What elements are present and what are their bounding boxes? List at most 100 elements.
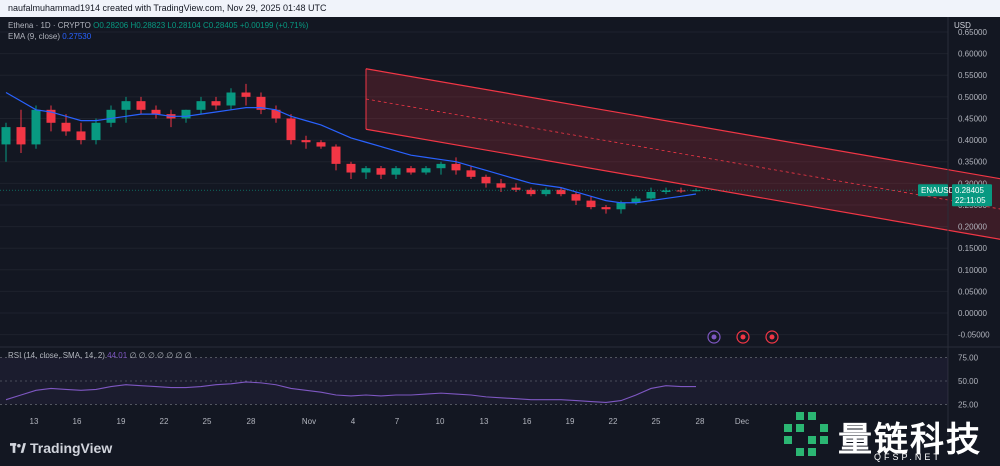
rsi-legend[interactable]: RSI (14, close, SMA, 14, 2) 44.01 ∅ ∅ ∅ … xyxy=(8,351,192,360)
candle-body xyxy=(511,187,521,190)
time-tick: 25 xyxy=(652,417,661,426)
flag-icon xyxy=(736,330,750,344)
candle-body xyxy=(436,163,446,169)
candle-body xyxy=(601,207,611,210)
tradingview-logo[interactable]: TradingView xyxy=(10,440,112,456)
time-tick: 16 xyxy=(73,417,82,426)
candle-body xyxy=(616,202,626,210)
candle-body xyxy=(91,122,101,141)
candle-body xyxy=(196,101,206,110)
candle xyxy=(586,196,596,210)
candle-body xyxy=(16,127,26,145)
candle-body xyxy=(241,92,251,97)
marker-dot xyxy=(769,334,775,340)
price-tick: -0.05000 xyxy=(958,331,990,340)
header-bar: naufalmuhammad1914 created with TradingV… xyxy=(0,0,1000,17)
flag-icon xyxy=(765,330,779,344)
lightning-icon xyxy=(707,330,721,344)
candle xyxy=(226,88,236,110)
time-tick: 7 xyxy=(395,417,400,426)
grid xyxy=(0,31,948,336)
candle-body xyxy=(106,109,116,123)
price-tag-countdown: 22:11:05 xyxy=(955,196,986,205)
candle-body xyxy=(376,168,386,175)
candle xyxy=(16,109,26,154)
time-tick: 28 xyxy=(696,417,705,426)
candle-body xyxy=(76,131,86,141)
candle-body xyxy=(391,168,401,175)
candle xyxy=(391,166,401,179)
candle xyxy=(166,109,176,128)
candle xyxy=(571,191,581,205)
candle-body xyxy=(541,189,551,195)
candle-body xyxy=(421,168,431,173)
candle xyxy=(511,183,521,192)
candle xyxy=(91,118,101,145)
candle-body xyxy=(211,101,221,106)
ohlc-values: O0.28206 H0.28823 L0.28104 C0.28405 +0.0… xyxy=(93,21,309,30)
candle-body xyxy=(121,101,131,110)
candle-body xyxy=(331,146,341,164)
candle-body xyxy=(676,190,686,192)
rsi-label: RSI (14, close, SMA, 14, 2) xyxy=(8,351,105,360)
symbol-tag-text: ENAUSD xyxy=(921,186,955,195)
price-chart[interactable]: 0.65000 0.60000 0.55000 0.50000 0.45000 0.400… xyxy=(0,17,1000,436)
candle xyxy=(451,157,461,175)
watermark: 量链科技 QFSP.NET xyxy=(778,406,1000,466)
candle xyxy=(541,187,551,197)
price-tick: 0.30000 xyxy=(958,179,987,188)
rsi-tick: 50.00 xyxy=(958,377,979,386)
price-axis: 0.65000 0.60000 0.55000 0.50000 0.45000 0.400… xyxy=(947,17,990,436)
price-tick: 0.60000 xyxy=(958,50,987,59)
price-tick: 0.05000 xyxy=(958,287,987,296)
candle xyxy=(121,96,131,123)
candle-body xyxy=(571,194,581,201)
candle-body xyxy=(481,176,491,184)
symbol-legend[interactable]: Ethena · 1D · CRYPTO O0.28206 H0.28823 L… xyxy=(8,21,308,30)
candle-body xyxy=(136,101,146,110)
candle xyxy=(331,144,341,171)
candle xyxy=(31,105,41,149)
candle xyxy=(271,105,281,123)
channel-mid xyxy=(365,98,1000,210)
rsi-tick: 25.00 xyxy=(958,400,979,409)
candle xyxy=(46,105,56,132)
candle-body xyxy=(661,190,671,192)
candle-body xyxy=(151,109,161,115)
currency-label[interactable]: USD xyxy=(954,21,971,30)
candle xyxy=(421,166,431,175)
price-tick: 0.65000 xyxy=(958,28,987,37)
price-tick: 0.40000 xyxy=(958,136,987,145)
candle xyxy=(661,187,671,195)
candle xyxy=(406,166,416,175)
symbol-tag-box xyxy=(918,184,948,197)
candle-body xyxy=(466,170,476,177)
candle xyxy=(211,96,221,110)
candle-body xyxy=(646,191,656,199)
candle-body xyxy=(556,189,566,195)
descending-channel xyxy=(365,68,1000,240)
candle xyxy=(496,179,506,192)
candle xyxy=(481,174,491,188)
candle xyxy=(601,204,611,214)
time-tick: 13 xyxy=(480,417,489,426)
ema-legend[interactable]: EMA (9, close) 0.27530 xyxy=(8,32,91,41)
candle xyxy=(151,105,161,119)
time-tick: 28 xyxy=(247,417,256,426)
time-tick: 22 xyxy=(160,417,169,426)
time-tick: 4 xyxy=(351,417,356,426)
candle-body xyxy=(631,198,641,203)
candle-body xyxy=(316,142,326,147)
candle-body xyxy=(361,168,371,173)
candle xyxy=(361,166,371,179)
candle-body xyxy=(451,163,461,171)
rsi-pane: 75.00 50.00 25.00 xyxy=(0,346,1000,409)
price-tag-box xyxy=(952,184,992,207)
time-tick: 25 xyxy=(203,417,212,426)
candle xyxy=(316,140,326,149)
candle xyxy=(286,114,296,145)
candles xyxy=(1,83,701,214)
header-text: naufalmuhammad1914 created with TradingV… xyxy=(8,3,327,13)
price-tick: 0.50000 xyxy=(958,93,987,102)
